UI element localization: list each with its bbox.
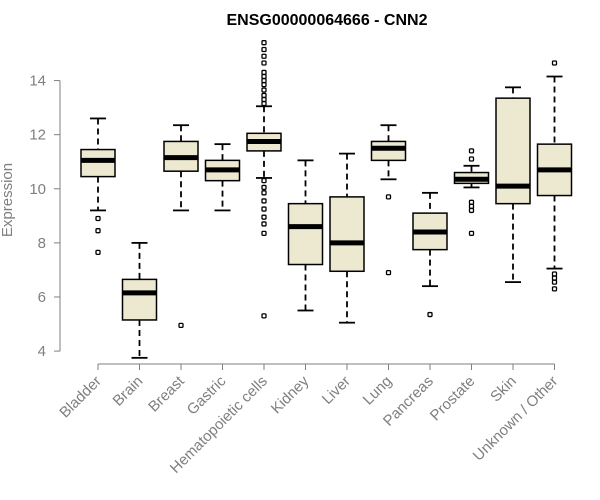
outlier-point: [468, 230, 475, 237]
outlier-point: [261, 100, 267, 107]
outlier-point: [261, 53, 267, 59]
box-series: [80, 40, 573, 359]
box-group-hematopoietic-cells: [246, 40, 282, 319]
outlier-point: [261, 198, 267, 204]
outlier-point: [261, 96, 267, 103]
outlier-point: [468, 203, 475, 210]
x-tick-label: Skin: [487, 373, 520, 406]
outlier-point: [551, 271, 558, 277]
box-group-lung: [370, 124, 407, 276]
outlier-point: [427, 311, 433, 318]
box-group-kidney: [287, 159, 324, 312]
x-tick-label: Prostate: [427, 373, 479, 425]
outlier-point: [261, 230, 267, 237]
outlier-point: [261, 69, 267, 76]
x-tick-label: Kidney: [268, 372, 313, 417]
box-group-bladder: [80, 117, 116, 255]
outlier-point: [468, 207, 475, 214]
outlier-point: [385, 269, 392, 276]
outlier-point: [261, 184, 267, 191]
outlier-point: [551, 275, 558, 281]
box: [329, 196, 365, 273]
outlier-point: [95, 228, 101, 234]
outlier-point: [551, 279, 558, 285]
x-tick-label: Bladder: [56, 373, 105, 422]
outlier-point: [178, 322, 184, 329]
outlier-point: [261, 40, 267, 46]
outlier-point: [468, 156, 475, 162]
outlier-point: [261, 73, 267, 80]
y-tick-label: 10: [29, 181, 46, 198]
box: [370, 140, 407, 162]
outlier-point: [261, 206, 267, 212]
outlier-point: [261, 77, 267, 84]
x-tick-label: Brain: [110, 373, 147, 410]
y-tick-label: 8: [38, 235, 46, 252]
outlier-point: [551, 286, 558, 292]
x-tick-label: Lung: [360, 373, 396, 409]
y-tick-label: 6: [38, 289, 46, 306]
x-tick-label: Liver: [319, 373, 354, 408]
box-group-unknown-other: [536, 60, 573, 292]
y-tick-label: 14: [29, 73, 46, 90]
box-group-breast: [163, 124, 199, 329]
box-group-brain: [121, 241, 158, 359]
y-tick-label: 4: [38, 343, 46, 360]
outlier-point: [385, 194, 392, 200]
outlier-point: [261, 87, 267, 93]
outlier-point: [468, 199, 475, 205]
y-axis-label: Expression: [0, 163, 16, 237]
outlier-point: [261, 313, 267, 319]
outlier-point: [261, 92, 267, 99]
box-group-liver: [329, 152, 365, 324]
outlier-point: [261, 81, 267, 88]
outlier-point: [261, 214, 267, 220]
y-tick-label: 12: [29, 127, 46, 144]
outlier-point: [95, 249, 101, 255]
box: [80, 148, 116, 178]
box: [287, 202, 324, 266]
outlier-point: [468, 148, 475, 154]
outlier-point: [551, 60, 558, 66]
box-group-skin: [495, 86, 531, 283]
outlier-point: [261, 46, 267, 53]
box-group-prostate: [453, 148, 490, 237]
box-group-pancreas: [412, 191, 448, 318]
outlier-point: [95, 215, 101, 222]
outlier-point: [261, 190, 267, 196]
box: [121, 278, 158, 321]
x-tick-label: Breast: [145, 372, 188, 415]
y-axis: 4 6 8 10 12 14: [29, 73, 61, 360]
outlier-point: [261, 178, 267, 184]
box-group-gastric: [204, 143, 241, 212]
outlier-point: [261, 221, 267, 227]
chart-title: ENSG00000064666 - CNN2: [226, 12, 427, 29]
outlier-point: [261, 60, 267, 66]
